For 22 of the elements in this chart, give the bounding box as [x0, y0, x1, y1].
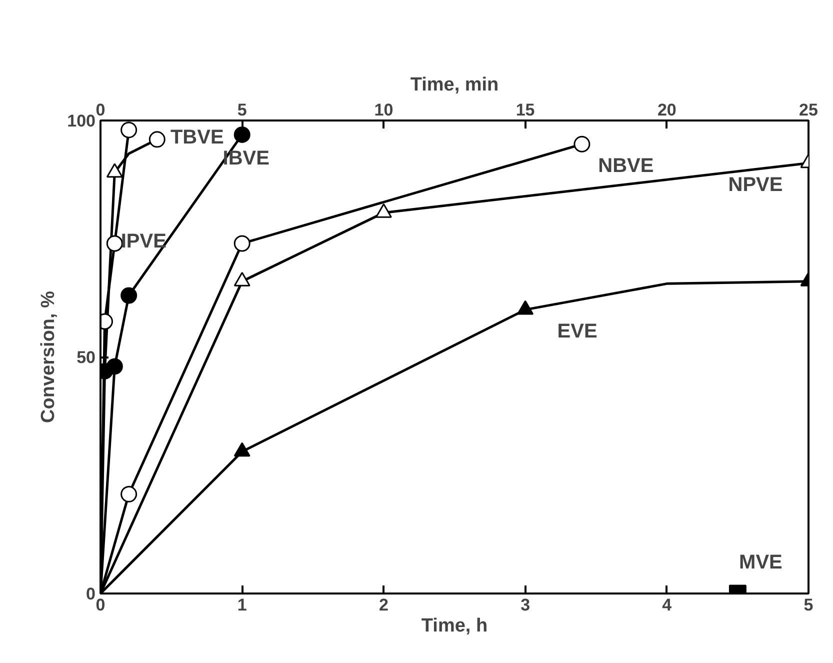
x-tick-label: 3: [520, 596, 530, 614]
x2-tick-label: 25: [799, 100, 818, 120]
x2-tick-label: 10: [374, 100, 394, 120]
series-label: IBVE: [222, 148, 270, 170]
x-tick-label: 2: [378, 596, 388, 614]
x-tick-label: 5: [804, 596, 814, 614]
y-axis-title: Conversion, %: [38, 290, 60, 423]
y-tick-label: 50: [76, 348, 96, 367]
x-tick-label: 4: [662, 596, 672, 614]
x2-tick-label: 15: [516, 100, 535, 120]
x-axis-title: Time, h: [421, 616, 488, 636]
x2-axis-title: Time, min: [410, 74, 499, 96]
x-tick-label: 1: [237, 596, 247, 614]
x2-tick-label: 5: [237, 100, 247, 120]
series-label: NPVE: [728, 174, 783, 196]
x2-tick-label: 20: [657, 100, 676, 120]
series-label: IPVE: [120, 230, 166, 252]
series-label: NBVE: [598, 155, 654, 178]
y-tick-label: 100: [67, 112, 96, 130]
series-label: EVE: [557, 320, 598, 343]
legend-label: TBVE: [170, 126, 224, 148]
series-label: MVE: [739, 552, 782, 574]
